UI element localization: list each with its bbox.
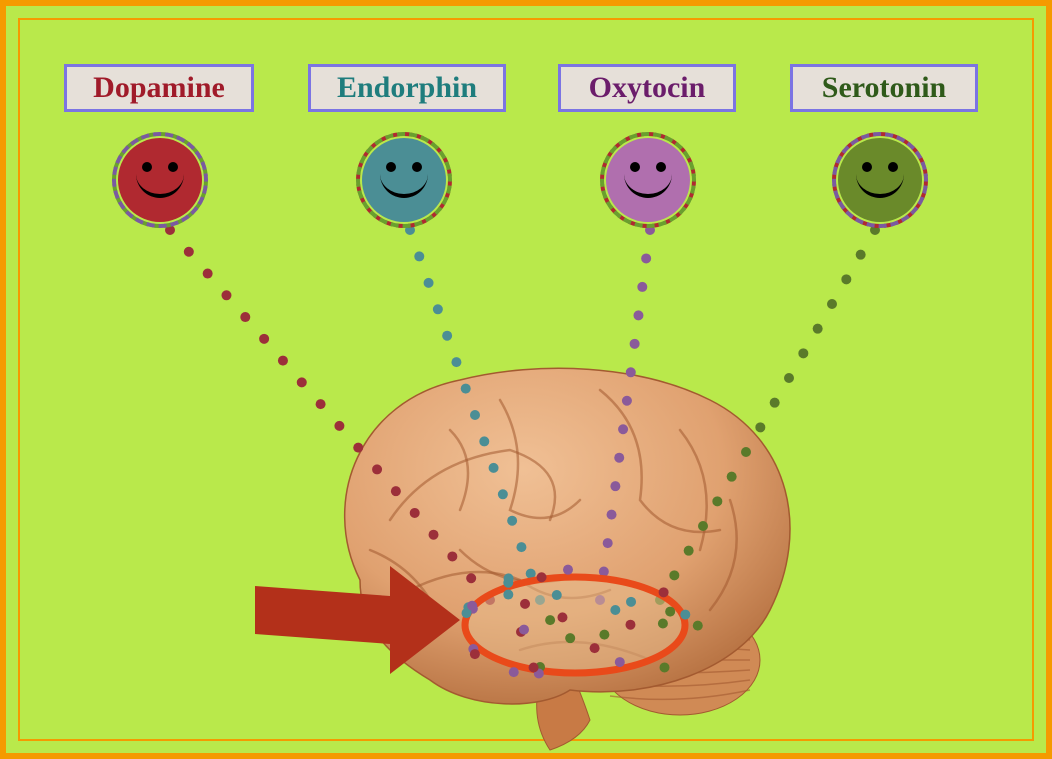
label-serotonin: Serotonin	[790, 64, 978, 112]
inner-frame	[18, 18, 1034, 741]
eye-icon	[142, 162, 152, 172]
smiley-dopamine	[112, 132, 208, 228]
eye-icon	[412, 162, 422, 172]
eye-icon	[888, 162, 898, 172]
label-endorphin: Endorphin	[308, 64, 506, 112]
eye-icon	[862, 162, 872, 172]
smiley-oxytocin	[600, 132, 696, 228]
eye-icon	[630, 162, 640, 172]
eye-icon	[168, 162, 178, 172]
eye-icon	[386, 162, 396, 172]
smiley-serotonin	[832, 132, 928, 228]
outer-frame	[0, 0, 1052, 759]
eye-icon	[656, 162, 666, 172]
label-oxytocin: Oxytocin	[558, 64, 736, 112]
label-dopamine: Dopamine	[64, 64, 254, 112]
smiley-endorphin	[356, 132, 452, 228]
